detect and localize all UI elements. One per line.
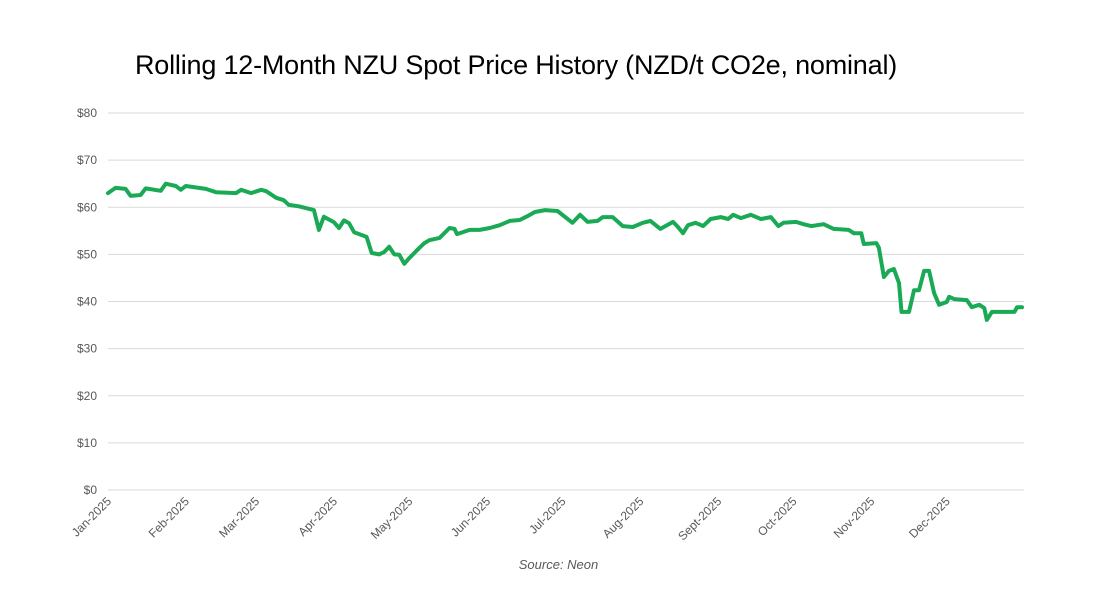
y-tick-label: $40 [77,295,97,309]
x-tick-label: Jul-2025 [526,494,569,537]
x-tick-label: Dec-2025 [906,494,953,541]
x-tick-label: Oct-2025 [755,494,800,539]
x-tick-label: Jun-2025 [448,494,494,540]
y-tick-label: $0 [84,483,98,497]
x-tick-label: Nov-2025 [831,494,878,541]
y-tick-label: $20 [77,389,97,403]
y-tick-label: $10 [77,436,97,450]
source-note: Source: Neon [518,557,599,572]
y-tick-label: $50 [77,247,97,261]
price-series-line [106,181,1024,322]
x-tick-label: Jan-2025 [69,494,115,540]
x-tick-label: Mar-2025 [216,494,262,540]
x-axis-ticks: Jan-2025 Feb-2025 Mar-2025 Apr-2025 May-2025… [69,494,953,543]
chart-title: Rolling 12-Month NZU Spot Price History … [135,50,898,80]
gridlines [108,112,1024,491]
x-tick-label: Feb-2025 [146,494,192,540]
x-tick-label: Aug-2025 [600,494,647,541]
y-axis-ticks: $0 $10 $20 $30 $40 $50 $60 $70 $80 [77,106,97,497]
y-tick-label: $60 [77,200,97,214]
y-tick-label: $80 [77,106,97,120]
y-tick-label: $30 [77,342,97,356]
y-tick-label: $70 [77,153,97,167]
x-tick-label: May-2025 [368,494,416,542]
x-tick-label: Sept-2025 [675,494,724,543]
x-tick-label: Apr-2025 [295,494,340,539]
